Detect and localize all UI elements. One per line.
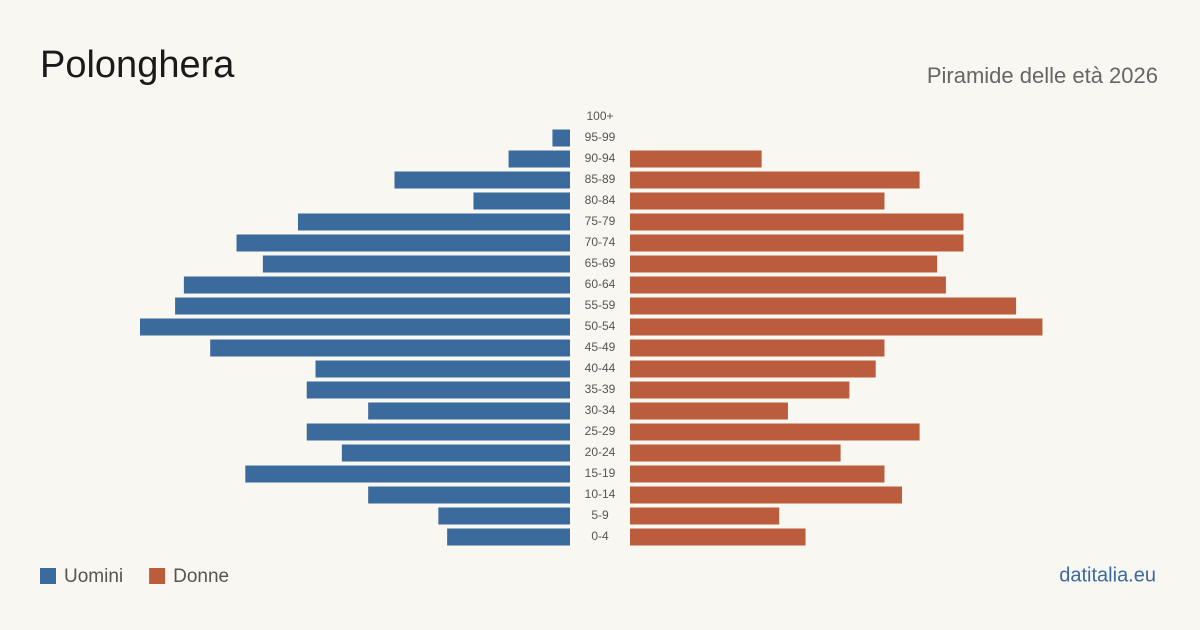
- age-label: 60-64: [585, 277, 616, 291]
- age-label: 90-94: [585, 151, 616, 165]
- age-label: 75-79: [585, 214, 616, 228]
- legend-swatch: [149, 568, 166, 584]
- bar: [630, 276, 946, 294]
- bar: [508, 150, 570, 168]
- bar: [245, 465, 570, 483]
- chart-subtitle: Piramide delle età 2026: [927, 63, 1158, 88]
- age-label: 100+: [586, 109, 613, 123]
- bar: [262, 255, 570, 273]
- bar: [630, 528, 806, 546]
- bar: [630, 465, 885, 483]
- chart-title: Polonghera: [40, 44, 235, 86]
- bar: [630, 297, 1017, 315]
- bar: [368, 486, 570, 504]
- age-label: 5-9: [591, 508, 609, 522]
- age-label: 20-24: [585, 445, 616, 459]
- bar: [630, 486, 903, 504]
- bar: [630, 213, 964, 231]
- bar: [210, 339, 570, 357]
- bar: [140, 318, 570, 336]
- bar: [447, 528, 570, 546]
- age-label: 70-74: [585, 235, 616, 249]
- bar: [394, 171, 570, 189]
- bar: [368, 402, 570, 420]
- bar: [341, 444, 570, 462]
- bar: [630, 402, 788, 420]
- source: datitalia.eu: [1059, 564, 1156, 586]
- bar: [630, 381, 850, 399]
- bar: [630, 423, 920, 441]
- age-label: 25-29: [585, 424, 616, 438]
- bar: [630, 171, 920, 189]
- age-label: 55-59: [585, 298, 616, 312]
- legend-swatch: [40, 568, 56, 584]
- age-label: 10-14: [585, 487, 616, 501]
- bar: [630, 318, 1043, 336]
- age-label: 0-4: [591, 529, 609, 543]
- age-label: 85-89: [585, 172, 616, 186]
- bar: [183, 276, 570, 294]
- bar: [630, 255, 938, 273]
- bar: [297, 213, 570, 231]
- bar: [438, 507, 570, 525]
- bar: [630, 192, 885, 210]
- bar: [630, 360, 876, 378]
- age-label: 40-44: [585, 361, 616, 375]
- bar: [315, 360, 570, 378]
- bar: [630, 150, 762, 168]
- age-label: 80-84: [585, 193, 616, 207]
- bar: [630, 339, 885, 357]
- age-label: 95-99: [585, 130, 616, 144]
- legend-label: Uomini: [64, 566, 123, 587]
- bar: [236, 234, 570, 252]
- bar: [630, 444, 841, 462]
- bar: [552, 129, 570, 147]
- age-label: 65-69: [585, 256, 616, 270]
- bar: [175, 297, 570, 315]
- bar: [306, 381, 570, 399]
- age-label: 35-39: [585, 382, 616, 396]
- bar: [630, 507, 780, 525]
- bar: [473, 192, 570, 210]
- age-label: 15-19: [585, 466, 616, 480]
- age-label: 50-54: [585, 319, 616, 333]
- age-label: 45-49: [585, 340, 616, 354]
- legend-label: Donne: [173, 566, 229, 587]
- bar: [630, 234, 964, 252]
- age-label: 30-34: [585, 403, 616, 417]
- bar: [306, 423, 570, 441]
